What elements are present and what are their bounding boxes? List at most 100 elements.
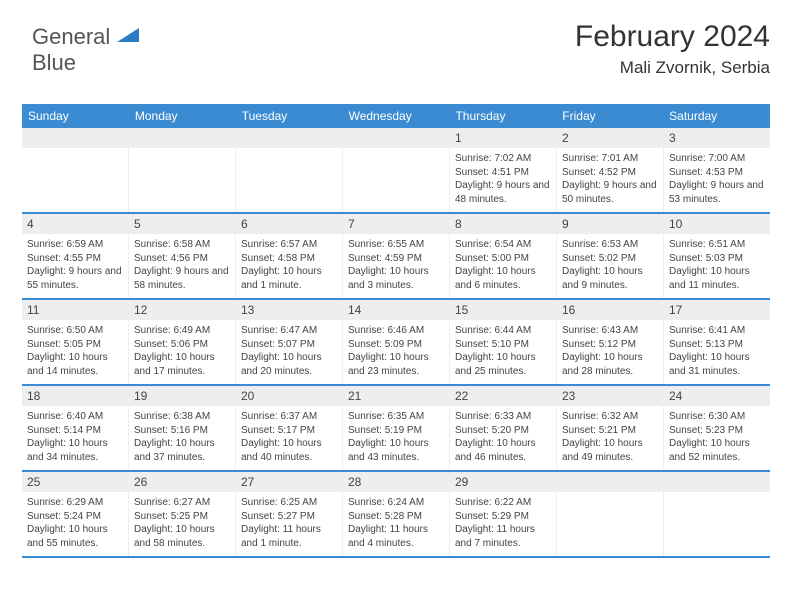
day-details: Sunrise: 6:50 AMSunset: 5:05 PMDaylight:… bbox=[27, 324, 123, 378]
weekday-header: Monday bbox=[129, 104, 236, 128]
day-details: Sunrise: 6:29 AMSunset: 5:24 PMDaylight:… bbox=[27, 496, 123, 550]
day-details: Sunrise: 6:51 AMSunset: 5:03 PMDaylight:… bbox=[669, 238, 765, 292]
day-details: Sunrise: 6:47 AMSunset: 5:07 PMDaylight:… bbox=[241, 324, 337, 378]
day-cell bbox=[22, 148, 129, 212]
day-number: 4 bbox=[22, 214, 129, 234]
day-number: 28 bbox=[343, 472, 450, 492]
day-number: 24 bbox=[664, 386, 770, 406]
page-header: February 2024 Mali Zvornik, Serbia bbox=[575, 20, 770, 78]
day-cell: Sunrise: 6:33 AMSunset: 5:20 PMDaylight:… bbox=[450, 406, 557, 470]
day-details: Sunrise: 6:49 AMSunset: 5:06 PMDaylight:… bbox=[134, 324, 230, 378]
weekday-header: Wednesday bbox=[343, 104, 450, 128]
day-number: 1 bbox=[450, 128, 557, 148]
day-number bbox=[557, 472, 664, 492]
day-number: 9 bbox=[557, 214, 664, 234]
day-cell: Sunrise: 7:02 AMSunset: 4:51 PMDaylight:… bbox=[450, 148, 557, 212]
day-details: Sunrise: 6:24 AMSunset: 5:28 PMDaylight:… bbox=[348, 496, 444, 550]
day-cell: Sunrise: 6:37 AMSunset: 5:17 PMDaylight:… bbox=[236, 406, 343, 470]
day-details: Sunrise: 6:53 AMSunset: 5:02 PMDaylight:… bbox=[562, 238, 658, 292]
weekday-header: Sunday bbox=[22, 104, 129, 128]
day-number bbox=[343, 128, 450, 148]
calendar: SundayMondayTuesdayWednesdayThursdayFrid… bbox=[22, 104, 770, 558]
day-number: 8 bbox=[450, 214, 557, 234]
day-details: Sunrise: 6:59 AMSunset: 4:55 PMDaylight:… bbox=[27, 238, 123, 292]
day-content-row: Sunrise: 6:59 AMSunset: 4:55 PMDaylight:… bbox=[22, 234, 770, 300]
weekday-header-row: SundayMondayTuesdayWednesdayThursdayFrid… bbox=[22, 104, 770, 128]
weekday-header: Friday bbox=[556, 104, 663, 128]
day-cell bbox=[129, 148, 236, 212]
day-number: 25 bbox=[22, 472, 129, 492]
day-cell: Sunrise: 6:54 AMSunset: 5:00 PMDaylight:… bbox=[450, 234, 557, 298]
day-number-row: 18192021222324 bbox=[22, 386, 770, 406]
day-cell: Sunrise: 6:32 AMSunset: 5:21 PMDaylight:… bbox=[557, 406, 664, 470]
logo-line1: General bbox=[32, 24, 110, 49]
logo-triangle-icon bbox=[117, 26, 139, 49]
day-cell: Sunrise: 6:25 AMSunset: 5:27 PMDaylight:… bbox=[236, 492, 343, 556]
day-details: Sunrise: 6:25 AMSunset: 5:27 PMDaylight:… bbox=[241, 496, 337, 550]
day-details: Sunrise: 6:44 AMSunset: 5:10 PMDaylight:… bbox=[455, 324, 551, 378]
day-cell: Sunrise: 6:59 AMSunset: 4:55 PMDaylight:… bbox=[22, 234, 129, 298]
day-content-row: Sunrise: 7:02 AMSunset: 4:51 PMDaylight:… bbox=[22, 148, 770, 214]
day-content-row: Sunrise: 6:50 AMSunset: 5:05 PMDaylight:… bbox=[22, 320, 770, 386]
day-number: 22 bbox=[450, 386, 557, 406]
day-details: Sunrise: 6:40 AMSunset: 5:14 PMDaylight:… bbox=[27, 410, 123, 464]
day-number-row: 123 bbox=[22, 128, 770, 148]
day-number: 16 bbox=[557, 300, 664, 320]
day-details: Sunrise: 6:27 AMSunset: 5:25 PMDaylight:… bbox=[134, 496, 230, 550]
day-cell: Sunrise: 6:47 AMSunset: 5:07 PMDaylight:… bbox=[236, 320, 343, 384]
day-details: Sunrise: 7:01 AMSunset: 4:52 PMDaylight:… bbox=[562, 152, 658, 206]
day-number bbox=[664, 472, 770, 492]
day-number: 17 bbox=[664, 300, 770, 320]
day-number: 19 bbox=[129, 386, 236, 406]
day-cell: Sunrise: 6:38 AMSunset: 5:16 PMDaylight:… bbox=[129, 406, 236, 470]
day-number bbox=[22, 128, 129, 148]
day-cell: Sunrise: 6:44 AMSunset: 5:10 PMDaylight:… bbox=[450, 320, 557, 384]
day-cell: Sunrise: 6:43 AMSunset: 5:12 PMDaylight:… bbox=[557, 320, 664, 384]
day-details: Sunrise: 6:22 AMSunset: 5:29 PMDaylight:… bbox=[455, 496, 551, 550]
day-number: 5 bbox=[129, 214, 236, 234]
day-cell bbox=[557, 492, 664, 556]
day-number: 20 bbox=[236, 386, 343, 406]
day-number: 18 bbox=[22, 386, 129, 406]
day-cell: Sunrise: 6:40 AMSunset: 5:14 PMDaylight:… bbox=[22, 406, 129, 470]
day-cell bbox=[236, 148, 343, 212]
logo-line2: Blue bbox=[32, 50, 76, 75]
day-number: 6 bbox=[236, 214, 343, 234]
day-details: Sunrise: 6:38 AMSunset: 5:16 PMDaylight:… bbox=[134, 410, 230, 464]
day-cell: Sunrise: 6:50 AMSunset: 5:05 PMDaylight:… bbox=[22, 320, 129, 384]
day-details: Sunrise: 7:00 AMSunset: 4:53 PMDaylight:… bbox=[669, 152, 765, 206]
day-number: 7 bbox=[343, 214, 450, 234]
day-details: Sunrise: 6:43 AMSunset: 5:12 PMDaylight:… bbox=[562, 324, 658, 378]
day-details: Sunrise: 7:02 AMSunset: 4:51 PMDaylight:… bbox=[455, 152, 551, 206]
day-number bbox=[129, 128, 236, 148]
day-content-row: Sunrise: 6:29 AMSunset: 5:24 PMDaylight:… bbox=[22, 492, 770, 558]
day-details: Sunrise: 6:57 AMSunset: 4:58 PMDaylight:… bbox=[241, 238, 337, 292]
location-subtitle: Mali Zvornik, Serbia bbox=[575, 58, 770, 78]
weekday-header: Tuesday bbox=[236, 104, 343, 128]
day-cell: Sunrise: 6:41 AMSunset: 5:13 PMDaylight:… bbox=[664, 320, 770, 384]
day-number: 13 bbox=[236, 300, 343, 320]
day-details: Sunrise: 6:41 AMSunset: 5:13 PMDaylight:… bbox=[669, 324, 765, 378]
day-number-row: 2526272829 bbox=[22, 472, 770, 492]
day-cell: Sunrise: 6:27 AMSunset: 5:25 PMDaylight:… bbox=[129, 492, 236, 556]
day-number: 23 bbox=[557, 386, 664, 406]
day-cell: Sunrise: 6:57 AMSunset: 4:58 PMDaylight:… bbox=[236, 234, 343, 298]
day-cell: Sunrise: 6:30 AMSunset: 5:23 PMDaylight:… bbox=[664, 406, 770, 470]
day-details: Sunrise: 6:33 AMSunset: 5:20 PMDaylight:… bbox=[455, 410, 551, 464]
day-number: 14 bbox=[343, 300, 450, 320]
day-cell bbox=[664, 492, 770, 556]
day-number: 2 bbox=[557, 128, 664, 148]
day-number: 10 bbox=[664, 214, 770, 234]
month-title: February 2024 bbox=[575, 20, 770, 54]
day-cell: Sunrise: 7:00 AMSunset: 4:53 PMDaylight:… bbox=[664, 148, 770, 212]
weekday-header: Thursday bbox=[449, 104, 556, 128]
day-cell: Sunrise: 6:51 AMSunset: 5:03 PMDaylight:… bbox=[664, 234, 770, 298]
day-cell: Sunrise: 6:35 AMSunset: 5:19 PMDaylight:… bbox=[343, 406, 450, 470]
day-number: 26 bbox=[129, 472, 236, 492]
day-content-row: Sunrise: 6:40 AMSunset: 5:14 PMDaylight:… bbox=[22, 406, 770, 472]
day-number-row: 45678910 bbox=[22, 214, 770, 234]
day-cell: Sunrise: 6:24 AMSunset: 5:28 PMDaylight:… bbox=[343, 492, 450, 556]
day-details: Sunrise: 6:55 AMSunset: 4:59 PMDaylight:… bbox=[348, 238, 444, 292]
day-details: Sunrise: 6:37 AMSunset: 5:17 PMDaylight:… bbox=[241, 410, 337, 464]
day-number-row: 11121314151617 bbox=[22, 300, 770, 320]
